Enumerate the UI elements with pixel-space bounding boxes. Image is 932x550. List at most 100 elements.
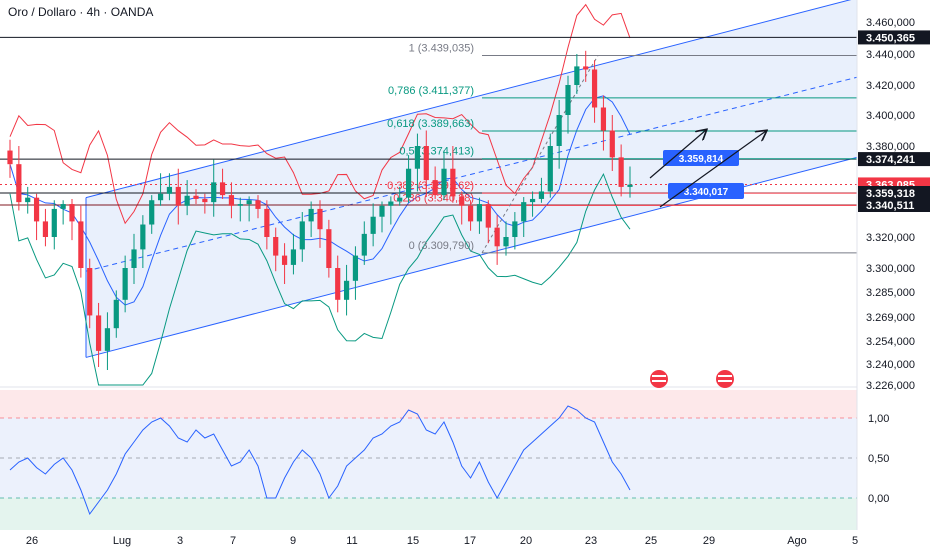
annotations[interactable]: 3.359,814 3.340,017: [649, 130, 766, 208]
candle-body: [600, 107, 607, 131]
time-axis-tick: 20: [520, 535, 532, 547]
time-axis[interactable]: 26 Lug 3 7 9 11 15 17 20 23 25 29 Ago 5: [26, 535, 858, 547]
price-axis-tick: 3.460,000: [866, 17, 915, 29]
price-annotation-label: 3.359,814: [679, 154, 724, 165]
channel-fill: [86, 0, 857, 358]
candlestick-series: [7, 50, 633, 370]
fib-trend-line[interactable]: [481, 55, 599, 254]
candle-body: [547, 146, 553, 192]
candle-body: [370, 216, 376, 234]
time-axis-tick: 17: [464, 535, 476, 547]
candle-body: [361, 233, 367, 256]
candle-body: [69, 204, 75, 222]
oscillator-axis[interactable]: 1,00 0,50 0,00: [868, 413, 889, 505]
candle-body: [175, 186, 181, 206]
candle-body: [476, 204, 483, 222]
price-axis-tick: 3.254,000: [866, 336, 915, 348]
candle-body: [397, 197, 403, 202]
oscillator-panel: [0, 405, 857, 516]
price-axis-badge-label: 3.374,241: [866, 154, 915, 166]
candle-body: [157, 193, 164, 201]
candle-body: [494, 227, 500, 247]
projection-arrow[interactable]: [659, 131, 766, 208]
price-axis-tick: 3.226,000: [866, 380, 915, 392]
price-axis-badge[interactable]: [858, 198, 930, 212]
price-axis-badge-label: 3.359,318: [866, 188, 915, 200]
candle-body: [51, 208, 57, 237]
candle-body: [485, 204, 491, 228]
time-axis-tick: 25: [645, 535, 657, 547]
candle-body: [335, 268, 341, 300]
time-axis-tick: 7: [230, 535, 236, 547]
us-flag-event-icon[interactable]: [650, 370, 668, 388]
candle-body: [299, 221, 305, 250]
candle-body: [149, 200, 155, 225]
us-flag-event-icon[interactable]: [716, 370, 734, 388]
candle-body: [290, 249, 297, 265]
candle-body: [467, 205, 474, 222]
candle-body: [228, 195, 235, 206]
projection-arrow[interactable]: [649, 130, 706, 179]
price-axis-badge[interactable]: [858, 152, 930, 167]
candle-body: [326, 229, 332, 268]
candle-body: [379, 205, 385, 217]
candle-body: [193, 195, 199, 199]
candle-body: [441, 168, 447, 196]
time-axis-tick: 5: [852, 535, 858, 547]
candle-body: [87, 268, 93, 316]
candle-body: [122, 268, 128, 300]
candle-body: [246, 200, 252, 205]
time-axis-tick: 3: [177, 535, 183, 547]
candle-body: [538, 191, 545, 199]
candle-body: [273, 237, 279, 256]
price-axis-tick: 3.320,000: [866, 232, 915, 244]
time-axis-tick: Lug: [113, 535, 131, 547]
price-axis-badge[interactable]: [858, 30, 930, 45]
price-axis-badge[interactable]: [858, 186, 930, 200]
time-axis-tick: 29: [703, 535, 715, 547]
fib-level-label: 0,618 (3.389,663): [387, 118, 474, 130]
candle-body: [25, 197, 31, 203]
time-axis-tick: 11: [346, 535, 357, 547]
candle-body: [556, 115, 562, 146]
candle-body: [166, 186, 173, 194]
candle-body: [583, 66, 589, 70]
time-axis-tick: Ago: [787, 535, 807, 547]
price-axis-tick: 3.420,000: [866, 80, 915, 92]
price-axis-tick: 3.269,000: [866, 312, 915, 324]
osc-overbought-zone: [0, 390, 857, 418]
candle-body: [255, 200, 261, 209]
channel-upper-line[interactable]: [85, 0, 857, 199]
candle-body: [618, 157, 624, 187]
candle-body: [529, 198, 536, 203]
price-axis-tick: 3.240,000: [866, 359, 915, 371]
channel-median-line[interactable]: [85, 76, 858, 272]
candle-body: [16, 164, 22, 203]
candle-body: [432, 180, 438, 196]
time-axis-tick: 23: [585, 535, 597, 547]
candle-body: [78, 221, 84, 268]
candle-body: [609, 130, 615, 158]
price-axis-tick: 3.380,000: [866, 141, 915, 153]
candle-body: [414, 146, 421, 169]
price-axis-badge-label: 3.340,511: [866, 200, 914, 212]
candle-body: [574, 66, 580, 85]
price-axis[interactable]: 3.460,000 3.440,000 3.420,000 3.400,000 3.38…: [858, 17, 930, 392]
price-axis-tick: 3.300,000: [866, 263, 915, 275]
osc-axis-tick: 0,50: [868, 453, 889, 465]
candle-body: [308, 208, 314, 222]
candle-body: [184, 195, 190, 206]
bb-lower-band: [9, 172, 631, 386]
candle-body: [627, 184, 633, 187]
candle-body: [237, 204, 243, 206]
candle-body: [352, 255, 359, 281]
candle-body: [503, 237, 509, 247]
price-annotation-badge[interactable]: [663, 150, 739, 166]
fib-level-label: 0 (3.309,790): [409, 240, 474, 252]
osc-axis-tick: 0,00: [868, 493, 889, 505]
time-axis-tick: 15: [407, 535, 419, 547]
price-axis-tick: 3.285,000: [866, 287, 915, 299]
candle-body: [95, 315, 102, 351]
time-axis-tick: 26: [26, 535, 38, 547]
